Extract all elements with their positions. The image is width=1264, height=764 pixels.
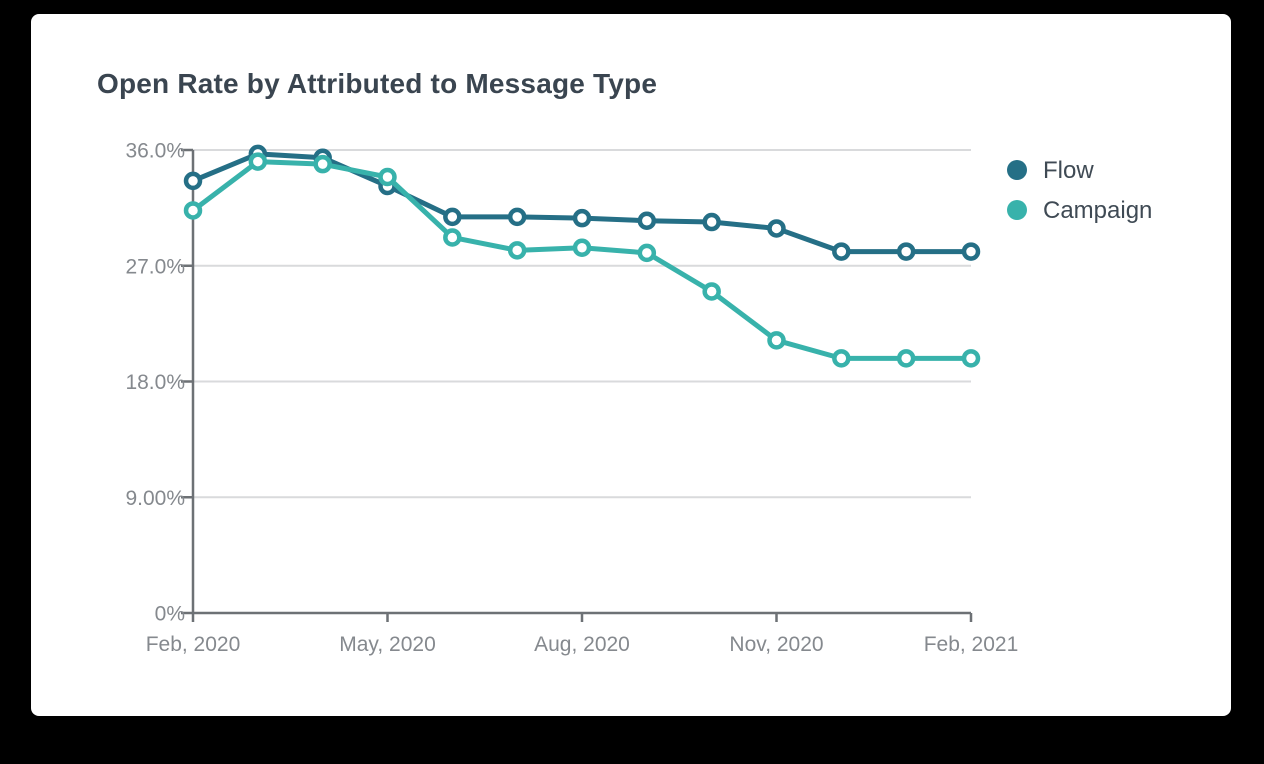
data-point-flow — [572, 208, 592, 228]
data-point-campaign — [961, 349, 981, 368]
chart-title: Open Rate by Attributed to Message Type — [97, 68, 658, 99]
data-point-flow — [183, 171, 203, 191]
legend-label: Flow — [1043, 157, 1094, 184]
x-axis-tick-label: Feb, 2021 — [924, 633, 1019, 656]
data-point-campaign — [832, 349, 851, 368]
y-axis-tick-label: 0% — [155, 603, 185, 626]
data-point-campaign — [443, 228, 462, 247]
y-axis-tick-label: 9.00% — [125, 487, 185, 510]
data-point-campaign — [572, 238, 592, 257]
data-point-campaign — [637, 243, 657, 263]
line-chart: 0% 9.00% 18.0% 27.0% 36.0% Feb, 2020 May, 2020… — [125, 140, 1152, 657]
data-point-campaign — [378, 167, 397, 187]
x-axis-tick-label: May, 2020 — [339, 633, 436, 656]
data-point-flow — [767, 219, 786, 238]
legend-item-flow[interactable]: Flow — [1007, 157, 1094, 184]
x-axis-tick-label: Nov, 2020 — [729, 633, 823, 656]
data-point-flow — [832, 242, 851, 261]
series-line-flow — [190, 151, 974, 255]
chart-card: Open Rate by Attributed to Message Type … — [31, 14, 1231, 716]
data-point-flow — [702, 212, 721, 232]
data-point-flow — [637, 211, 657, 230]
data-point-campaign — [313, 154, 332, 174]
data-point-campaign — [702, 282, 721, 301]
data-point-campaign — [767, 331, 786, 350]
legend-swatch-icon — [1007, 200, 1027, 220]
data-point-campaign — [248, 152, 268, 171]
legend-item-campaign[interactable]: Campaign — [1007, 197, 1152, 224]
y-axis-tick-label: 27.0% — [125, 255, 185, 278]
data-point-campaign — [896, 349, 916, 368]
y-axis-tick-label: 36.0% — [125, 140, 185, 163]
data-point-flow — [443, 207, 462, 227]
axes — [181, 148, 973, 622]
x-axis-tick-label: Aug, 2020 — [534, 633, 630, 656]
data-point-flow — [961, 242, 981, 261]
data-point-flow — [507, 207, 527, 227]
data-point-flow — [896, 242, 916, 261]
y-axis-tick-label: 18.0% — [125, 371, 185, 394]
data-point-campaign — [507, 241, 527, 260]
data-point-campaign — [183, 201, 203, 220]
x-axis-tick-label: Feb, 2020 — [146, 633, 241, 656]
series-line-campaign — [190, 159, 974, 361]
legend-swatch-icon — [1007, 160, 1027, 180]
legend-label: Campaign — [1043, 197, 1152, 224]
